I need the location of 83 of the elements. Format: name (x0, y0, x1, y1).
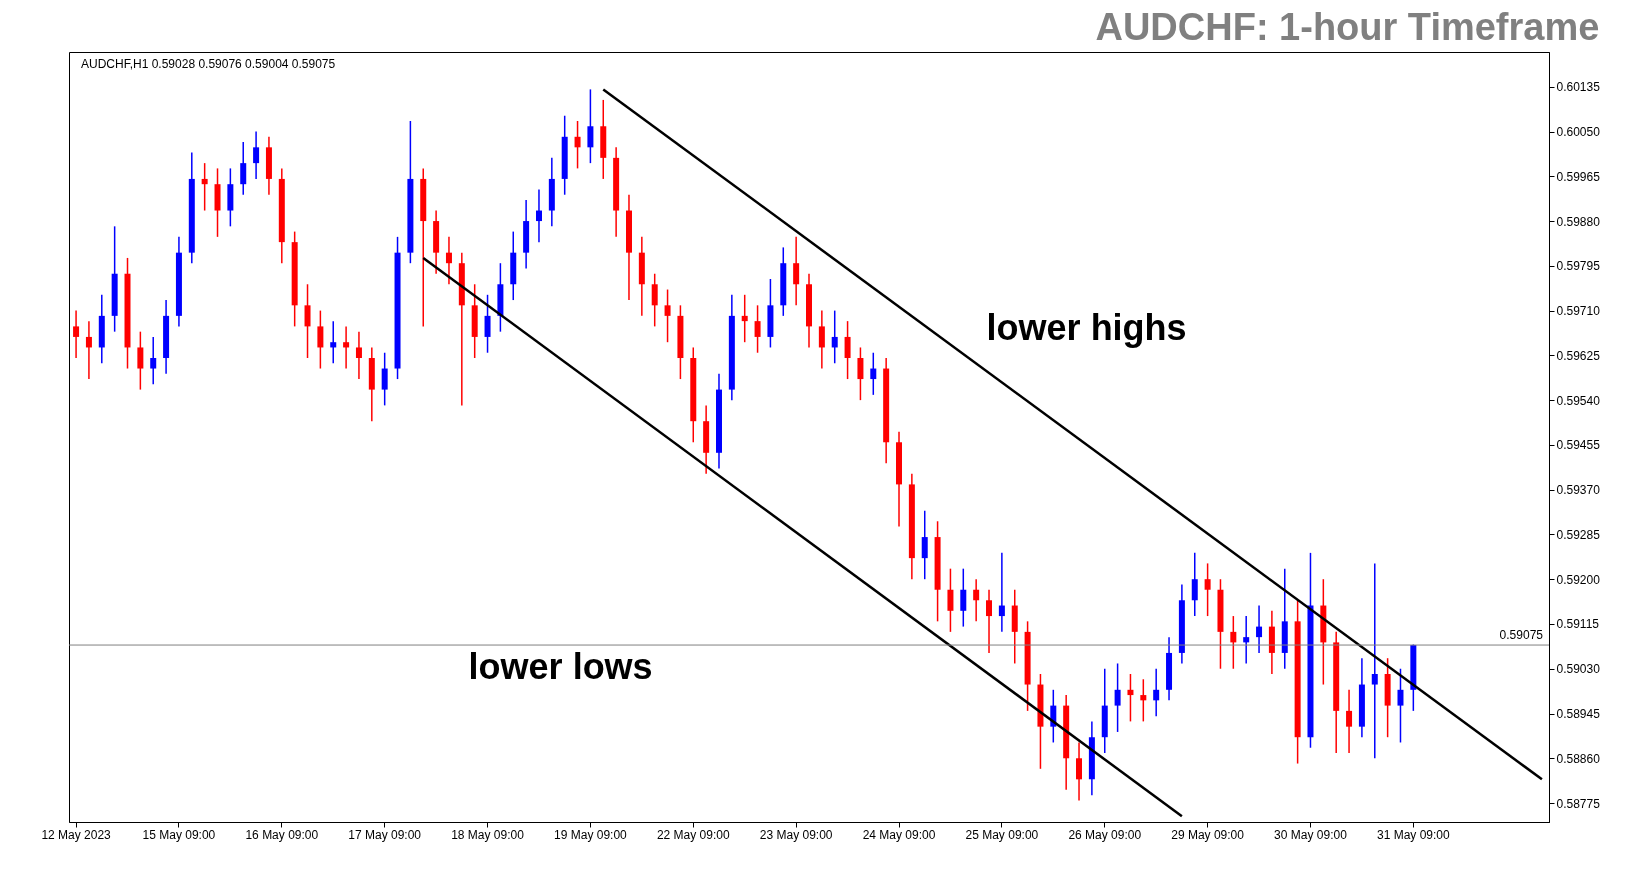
candlestick (1256, 604, 1263, 654)
y-tick-label: 0.59710 (1556, 304, 1601, 319)
y-tick-label: 0.60135 (1556, 80, 1601, 95)
candlestick (1230, 615, 1237, 670)
y-tick-label: 0.59370 (1556, 483, 1601, 498)
candlestick (240, 141, 247, 196)
x-tick-label: 30 May 09:00 (1274, 827, 1348, 842)
candlestick (1140, 678, 1147, 723)
candlestick (651, 272, 658, 328)
y-tick-label: 0.59965 (1556, 169, 1601, 184)
candlestick (574, 120, 581, 170)
x-tick-label: 17 May 09:00 (348, 827, 422, 842)
y-tick-label: 0.59795 (1556, 259, 1601, 274)
candlestick (1153, 667, 1160, 717)
candlestick (484, 294, 491, 354)
candlestick (741, 294, 748, 343)
candlestick (664, 288, 671, 343)
candlestick (445, 236, 452, 286)
y-tick-label: 0.59540 (1556, 393, 1601, 408)
y-tick-label: 0.58945 (1556, 707, 1601, 721)
x-tick-label: 18 May 09:00 (451, 827, 525, 842)
x-tick-label: 19 May 09:00 (554, 827, 628, 842)
y-tick-label: 0.60050 (1556, 125, 1601, 140)
candlestick (831, 309, 838, 365)
candlestick (960, 567, 967, 628)
x-tick-label: 31 May 09:00 (1376, 827, 1451, 842)
candlestick (818, 309, 825, 370)
candlestick (535, 188, 542, 243)
candlestick (201, 162, 208, 212)
x-tick-label: 22 May 09:00 (656, 827, 730, 842)
candlestick (921, 509, 928, 580)
annotation: AUDCHF,H1 0.59028 0.59076 0.59004 0.59075 (81, 57, 336, 71)
x-tick-label: 23 May 09:00 (759, 827, 833, 842)
candlestick (343, 325, 350, 370)
candlestick (137, 330, 144, 391)
y-tick-label: 0.58775 (1556, 796, 1601, 811)
y-tick-label: 0.59285 (1556, 527, 1601, 542)
y-tick-label: 0.59455 (1556, 438, 1601, 453)
candlestick (1204, 562, 1211, 617)
candlestick (1397, 667, 1404, 744)
candlestick (947, 567, 954, 633)
candlestick (1076, 741, 1083, 802)
candlestick (1127, 673, 1134, 723)
candlestick (355, 330, 362, 380)
candlestick (587, 88, 594, 164)
y-tick-label: 0.59115 (1556, 617, 1600, 632)
candlestick (253, 130, 260, 180)
y-tick-label: 0.59880 (1556, 214, 1601, 229)
x-tick-label: 16 May 09:00 (245, 827, 319, 842)
candlestick (793, 236, 800, 307)
candlestick (998, 552, 1005, 633)
chart-title: AUDCHF: 1-hour Timeframe (1095, 6, 1600, 48)
candlestick (1114, 662, 1121, 733)
candlestick (1191, 552, 1198, 617)
candlestick (1346, 689, 1353, 754)
annotation: lower lows (468, 646, 653, 687)
candlestick (1371, 562, 1378, 760)
candlestick (330, 320, 337, 365)
candlestick (1243, 615, 1250, 665)
y-tick-label: 0.58860 (1556, 751, 1601, 766)
y-tick-label: 0.59200 (1556, 572, 1601, 587)
candlestick (381, 351, 388, 407)
x-tick-label: 15 May 09:00 (142, 827, 216, 842)
candlestick (870, 351, 877, 396)
ref-line-label: 0.59075 (1499, 628, 1544, 643)
candlestick (150, 336, 157, 386)
y-tick-label: 0.59030 (1556, 662, 1601, 677)
x-tick-label: 24 May 09:00 (862, 827, 936, 842)
candlestick (317, 309, 324, 370)
y-tick-label: 0.59625 (1556, 348, 1601, 363)
annotation: lower highs (986, 307, 1187, 349)
candlestick (85, 320, 92, 380)
candlestick (986, 588, 993, 654)
candlestick (844, 320, 851, 380)
x-tick-label: 25 May 09:00 (965, 827, 1039, 842)
candlestick (973, 578, 980, 623)
candlestick (304, 283, 311, 359)
candlestick (73, 309, 80, 359)
x-tick-label: 26 May 09:00 (1068, 827, 1142, 842)
x-tick-label: 29 May 09:00 (1171, 827, 1245, 842)
candlestick (857, 346, 864, 401)
candlestick (754, 304, 761, 354)
x-tick-label: 12 May 2023 (41, 827, 112, 842)
